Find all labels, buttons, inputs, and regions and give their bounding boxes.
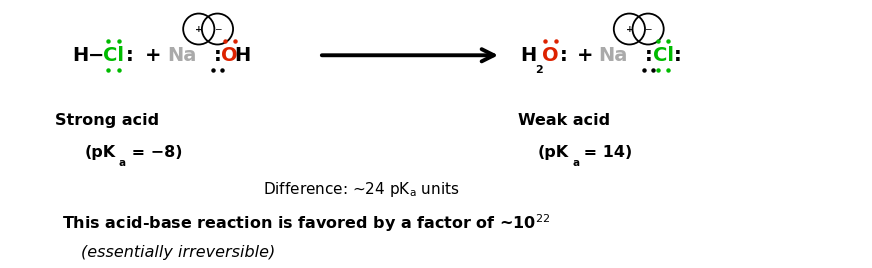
Text: −: − bbox=[88, 46, 105, 65]
Text: 2: 2 bbox=[535, 65, 543, 75]
Text: = −8): = −8) bbox=[126, 145, 182, 160]
Text: (pK: (pK bbox=[85, 145, 115, 160]
Text: Weak acid: Weak acid bbox=[518, 113, 610, 128]
Text: Strong acid: Strong acid bbox=[55, 113, 159, 128]
Text: This acid-base reaction is favored by a factor of ~10$^{22}$: This acid-base reaction is favored by a … bbox=[62, 212, 550, 234]
Text: a: a bbox=[119, 158, 126, 168]
Text: H: H bbox=[72, 46, 89, 65]
Text: (essentially irreversible): (essentially irreversible) bbox=[81, 245, 275, 260]
Text: = 14): = 14) bbox=[578, 145, 632, 160]
Text: O: O bbox=[221, 46, 238, 65]
Text: Cl: Cl bbox=[652, 46, 673, 65]
Text: +: + bbox=[576, 46, 593, 65]
Text: :: : bbox=[561, 46, 569, 65]
Text: H: H bbox=[234, 46, 250, 65]
Text: Cl: Cl bbox=[103, 46, 124, 65]
Text: Na: Na bbox=[598, 46, 628, 65]
Text: −: − bbox=[644, 25, 652, 34]
Text: Difference: ~24 pK$_\mathrm{a}$ units: Difference: ~24 pK$_\mathrm{a}$ units bbox=[262, 180, 460, 199]
Text: Na: Na bbox=[167, 46, 197, 65]
Text: −: − bbox=[214, 25, 221, 34]
Text: H: H bbox=[521, 46, 537, 65]
Text: :: : bbox=[126, 46, 134, 65]
Text: :: : bbox=[674, 46, 682, 65]
Text: +: + bbox=[625, 25, 633, 34]
Text: O: O bbox=[542, 46, 559, 65]
Text: :: : bbox=[214, 46, 221, 65]
Text: +: + bbox=[195, 25, 202, 34]
Text: (pK: (pK bbox=[537, 145, 569, 160]
Text: a: a bbox=[572, 158, 579, 168]
Text: :: : bbox=[644, 46, 652, 65]
Text: +: + bbox=[146, 46, 162, 65]
